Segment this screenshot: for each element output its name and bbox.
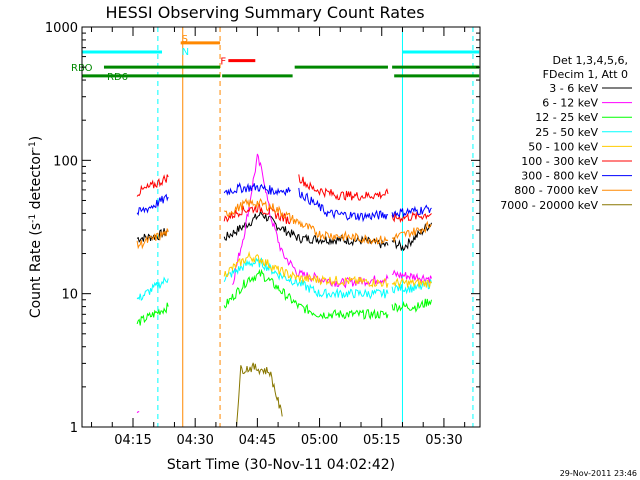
series-line-7-0 bbox=[136, 228, 169, 250]
series-line-5-2 bbox=[298, 174, 389, 201]
series-line-4-1 bbox=[391, 277, 432, 289]
axes: 1 10 100 1000 04:15 04:30 04:45 05:00 05:15 05:30 bbox=[45, 21, 480, 448]
series-line-2-1 bbox=[223, 268, 389, 320]
series-line-5-3 bbox=[391, 211, 432, 224]
series-line-4-0 bbox=[223, 250, 389, 288]
y-label-sup2: -1 bbox=[28, 141, 38, 150]
series-line-6-0 bbox=[136, 193, 169, 216]
flag-label-f: F bbox=[220, 57, 226, 68]
legend-entry-label: 100 - 300 keV bbox=[521, 155, 598, 168]
legend-entry-label: 6 - 12 keV bbox=[542, 97, 598, 110]
legend-entry-label: 12 - 25 keV bbox=[535, 111, 598, 124]
x-tick-label: 05:30 bbox=[425, 433, 462, 448]
plot-frame bbox=[81, 26, 481, 428]
y-tick-label: 1 bbox=[70, 421, 78, 436]
footer-timestamp: 29-Nov-2011 23:46 bbox=[560, 469, 637, 478]
y-label-mid: detector bbox=[28, 150, 44, 214]
legend-entry-label: 3 - 6 keV bbox=[549, 82, 598, 95]
x-tick-label: 05:15 bbox=[363, 433, 400, 448]
series-line-6-1 bbox=[223, 182, 291, 197]
legend-header-line: FDecim 1, Att 0 bbox=[543, 68, 628, 81]
legend-entry-label: 300 - 800 keV bbox=[521, 170, 598, 183]
series-line-3-1 bbox=[223, 257, 389, 300]
series-line-8-0 bbox=[236, 362, 283, 426]
y-label-main: Count Rate (s bbox=[28, 223, 44, 318]
series-line-0-1 bbox=[223, 209, 389, 249]
flag-label-rd6: RD6 bbox=[107, 72, 128, 83]
x-tick-label: 05:00 bbox=[301, 433, 338, 448]
x-tick-label: 04:45 bbox=[239, 433, 276, 448]
flag-label-s: S bbox=[182, 34, 188, 45]
y-tick-label: 100 bbox=[53, 154, 78, 169]
series-line-2-2 bbox=[391, 298, 432, 313]
series-line-6-2 bbox=[298, 187, 389, 223]
legend-entry-label: 7000 - 20000 keV bbox=[500, 199, 598, 212]
x-axis-label: Start Time (30-Nov-11 04:02:42) bbox=[167, 457, 395, 473]
flag-label-n: N bbox=[182, 47, 189, 58]
series-line-5-0 bbox=[136, 174, 169, 197]
legend-header-line: Det 1,3,4,5,6, bbox=[552, 54, 628, 67]
legend-entry-label: 800 - 7000 keV bbox=[514, 184, 598, 197]
y-axis-label: Count Rate (s-1 detector-1) bbox=[28, 136, 44, 318]
y-label-end: ) bbox=[28, 136, 44, 141]
series-line-7-2 bbox=[391, 220, 432, 244]
y-label-sup1: -1 bbox=[28, 214, 38, 223]
x-tick-label: 04:15 bbox=[114, 433, 151, 448]
y-tick-label: 1000 bbox=[45, 21, 78, 36]
legend-entry-label: 50 - 100 keV bbox=[528, 140, 598, 153]
series-line-3-0 bbox=[136, 276, 169, 301]
legend: Det 1,3,4,5,6,FDecim 1, Att 03 - 6 keV 6 … bbox=[500, 54, 632, 212]
legend-entry-label: 25 - 50 keV bbox=[535, 126, 598, 139]
series-line-1-1 bbox=[232, 153, 389, 289]
series-line-7-1 bbox=[223, 197, 389, 245]
y-tick-label: 10 bbox=[61, 288, 78, 303]
chart-title: HESSI Observing Summary Count Rates bbox=[105, 3, 424, 22]
series-line-2-0 bbox=[136, 302, 169, 326]
series-line-0-2 bbox=[391, 222, 432, 252]
series-line-5-1 bbox=[223, 203, 291, 225]
series-line-6-3 bbox=[391, 204, 432, 218]
x-tick-label: 04:30 bbox=[176, 433, 213, 448]
series-line-1-0 bbox=[136, 411, 140, 414]
